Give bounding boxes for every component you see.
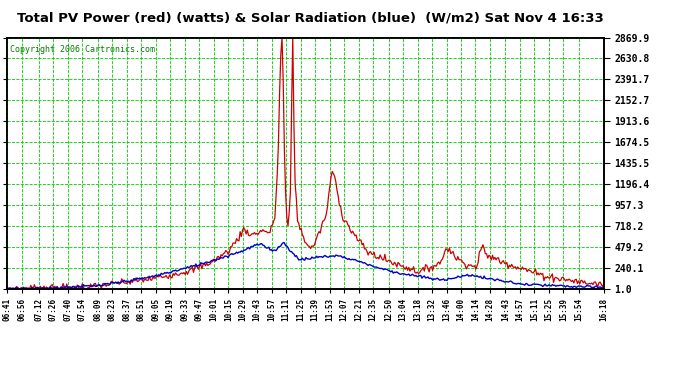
Text: Total PV Power (red) (watts) & Solar Radiation (blue)  (W/m2) Sat Nov 4 16:33: Total PV Power (red) (watts) & Solar Rad… <box>17 11 604 24</box>
Text: Copyright 2006 Cartronics.com: Copyright 2006 Cartronics.com <box>10 45 155 54</box>
